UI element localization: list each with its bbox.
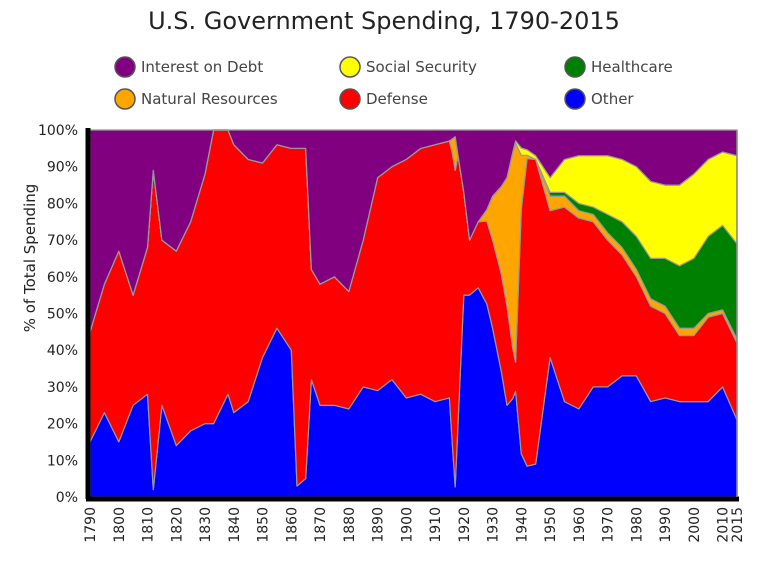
y-tick-label: 80% xyxy=(47,196,78,212)
legend-swatch xyxy=(564,88,586,110)
x-tick-label: 1800 xyxy=(112,507,128,543)
x-tick-label: 1880 xyxy=(342,507,358,543)
x-tick-label: 2015 xyxy=(730,507,746,543)
legend-label: Interest on Debt xyxy=(141,58,263,76)
x-tick-label: 1910 xyxy=(428,507,444,543)
y-tick-label: 100% xyxy=(38,123,78,139)
x-tick-label: 1890 xyxy=(371,507,387,543)
legend-swatch xyxy=(114,56,136,78)
legend-label: Healthcare xyxy=(591,58,673,76)
legend-label: Social Security xyxy=(366,58,477,76)
x-axis: 1790 1800 1810 1820 1830 1840 1850 1860 1870 1880… xyxy=(83,130,746,543)
legend-item-interest-on-debt: Interest on Debt xyxy=(114,56,263,78)
y-tick-label: 0% xyxy=(56,490,78,506)
legend-label: Other xyxy=(591,90,634,108)
y-axis: 0% 10% 20% 30% 40% 50% 60% 70% 80% 90% 100% xyxy=(38,123,91,506)
x-tick-label: 1820 xyxy=(169,507,185,543)
legend-label: Natural Resources xyxy=(141,90,278,108)
x-tick-label: 1830 xyxy=(198,507,214,543)
x-tick-label: 1970 xyxy=(601,507,617,543)
x-tick-label: 1850 xyxy=(256,507,272,543)
y-tick-label: 10% xyxy=(47,453,78,469)
x-tick-label: 1920 xyxy=(457,507,473,543)
x-tick-label: 1840 xyxy=(227,507,243,543)
x-tick-label: 2000 xyxy=(687,507,703,543)
legend-item-other: Other xyxy=(564,88,634,110)
legend-label: Defense xyxy=(366,90,428,108)
legend-item-natural-resources: Natural Resources xyxy=(114,88,278,110)
x-tick-label: 1810 xyxy=(141,507,157,543)
legend-swatch xyxy=(339,56,361,78)
legend-swatch xyxy=(114,88,136,110)
chart-title: U.S. Government Spending, 1790-2015 xyxy=(148,7,620,35)
x-tick-label: 1790 xyxy=(83,507,99,543)
y-axis-title: % of Total Spending xyxy=(21,184,39,333)
y-tick-label: 70% xyxy=(47,233,78,249)
y-tick-label: 90% xyxy=(47,160,78,176)
x-tick-label: 1930 xyxy=(486,507,502,543)
plot-area xyxy=(89,129,738,498)
y-tick-label: 50% xyxy=(47,307,78,323)
legend-swatch xyxy=(564,56,586,78)
y-tick-label: 20% xyxy=(47,417,78,433)
x-tick-label: 1860 xyxy=(284,507,300,543)
legend-swatch xyxy=(339,88,361,110)
y-tick-label: 30% xyxy=(47,380,78,396)
legend: Interest on Debt Social Security Healthcar… xyxy=(114,56,673,110)
y-tick-label: 60% xyxy=(47,270,78,286)
legend-item-healthcare: Healthcare xyxy=(564,56,673,78)
legend-item-defense: Defense xyxy=(339,88,428,110)
x-tick-label: 1870 xyxy=(313,507,329,543)
x-tick-label: 1990 xyxy=(658,507,674,543)
x-tick-label: 2010 xyxy=(716,507,732,543)
x-tick-label: 1940 xyxy=(514,507,530,543)
x-tick-label: 1950 xyxy=(543,507,559,543)
y-tick-label: 40% xyxy=(47,343,78,359)
x-tick-label: 1980 xyxy=(629,507,645,543)
x-tick-label: 1900 xyxy=(399,507,415,543)
x-tick-label: 1960 xyxy=(572,507,588,543)
legend-item-social-security: Social Security xyxy=(339,56,477,78)
